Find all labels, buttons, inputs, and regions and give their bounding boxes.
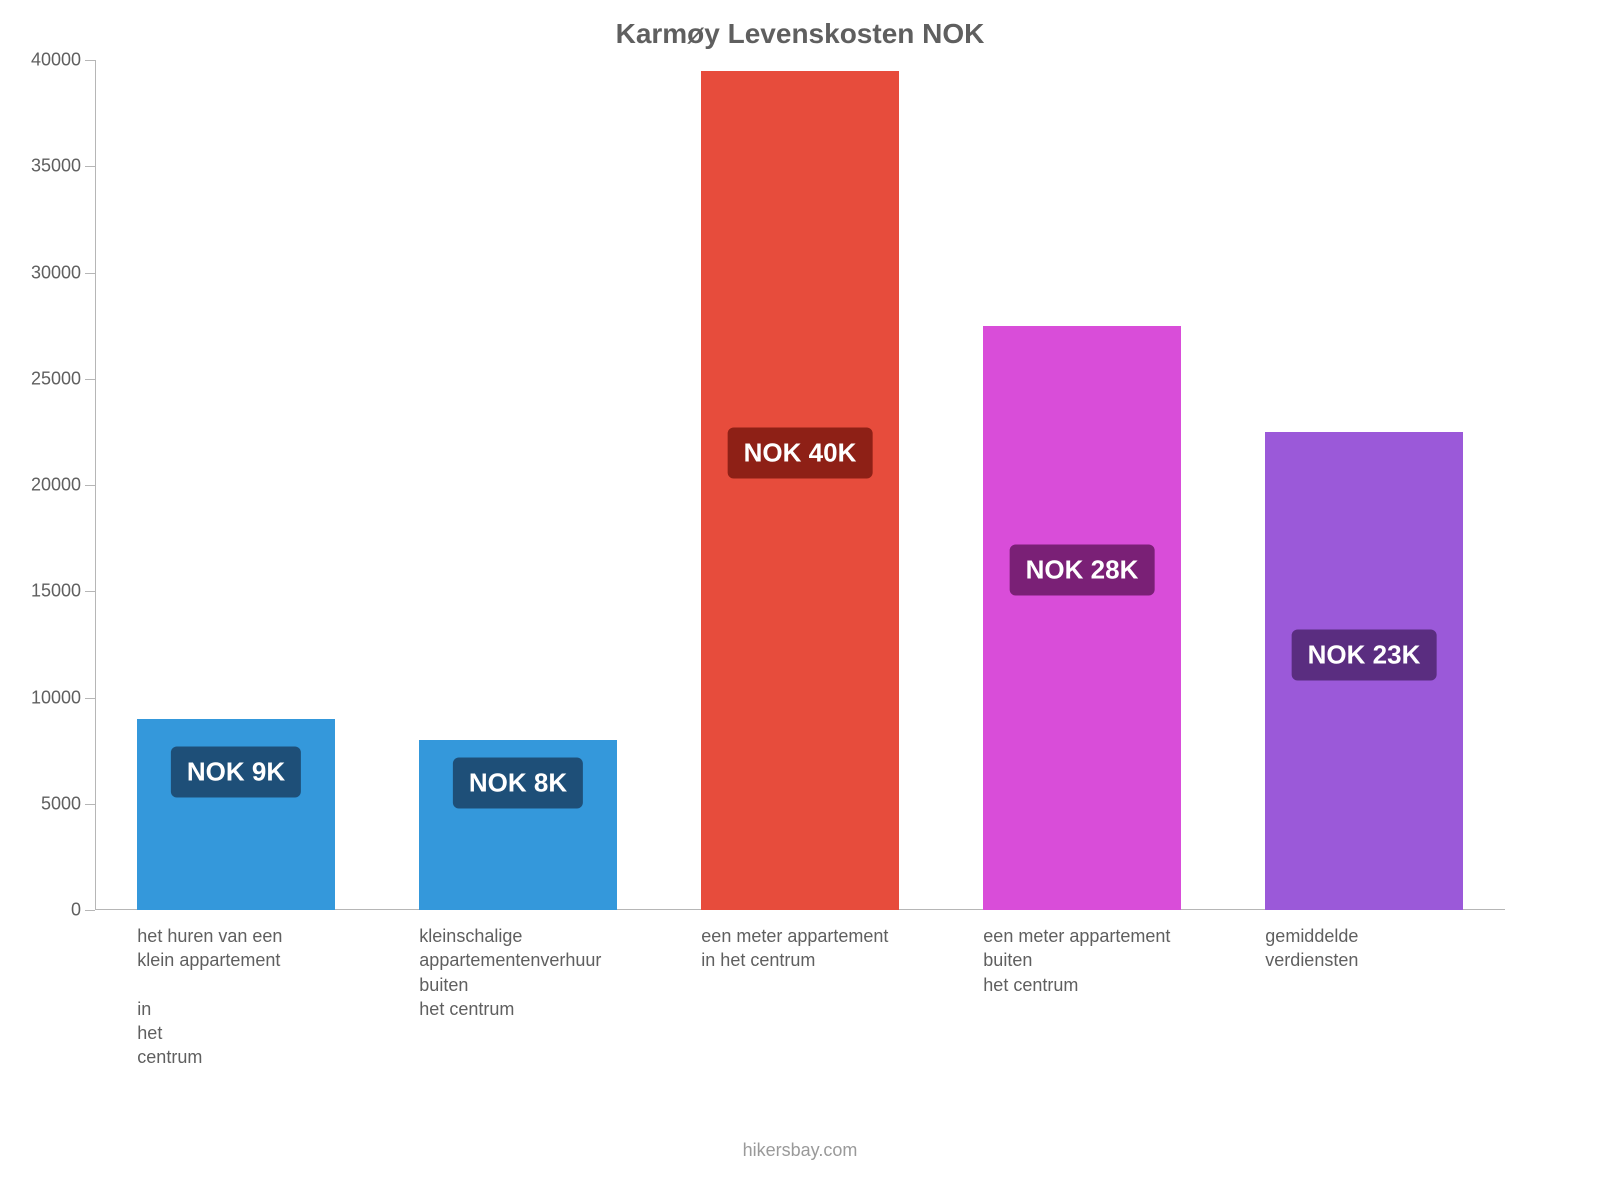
chart-stage: Karmøy Levenskosten NOK 0500010000150002… — [0, 0, 1600, 1200]
category-label: gemiddelde verdiensten — [1265, 924, 1358, 973]
y-tick-label: 35000 — [31, 156, 95, 177]
bar — [701, 71, 898, 910]
value-badge: NOK 9K — [171, 746, 301, 797]
y-axis — [95, 60, 96, 910]
category-label: kleinschalige appartementenverhuur buite… — [419, 924, 601, 1021]
category-label: het huren van een klein appartement in h… — [137, 924, 282, 1070]
y-tick-label: 5000 — [41, 793, 95, 814]
y-tick-label: 15000 — [31, 581, 95, 602]
value-badge: NOK 28K — [1010, 545, 1155, 596]
y-tick-label: 40000 — [31, 50, 95, 71]
y-tick-label: 20000 — [31, 475, 95, 496]
value-badge: NOK 8K — [453, 757, 583, 808]
plot-area: 0500010000150002000025000300003500040000… — [95, 60, 1505, 910]
y-tick-label: 10000 — [31, 687, 95, 708]
attribution-text: hikersbay.com — [0, 1140, 1600, 1161]
y-tick-label: 30000 — [31, 262, 95, 283]
y-tick-label: 0 — [71, 900, 95, 921]
bar — [983, 326, 1180, 910]
value-badge: NOK 23K — [1292, 630, 1437, 681]
category-label: een meter appartement buiten het centrum — [983, 924, 1170, 997]
chart-title: Karmøy Levenskosten NOK — [0, 18, 1600, 50]
value-badge: NOK 40K — [728, 428, 873, 479]
y-tick-label: 25000 — [31, 368, 95, 389]
category-label: een meter appartement in het centrum — [701, 924, 888, 973]
